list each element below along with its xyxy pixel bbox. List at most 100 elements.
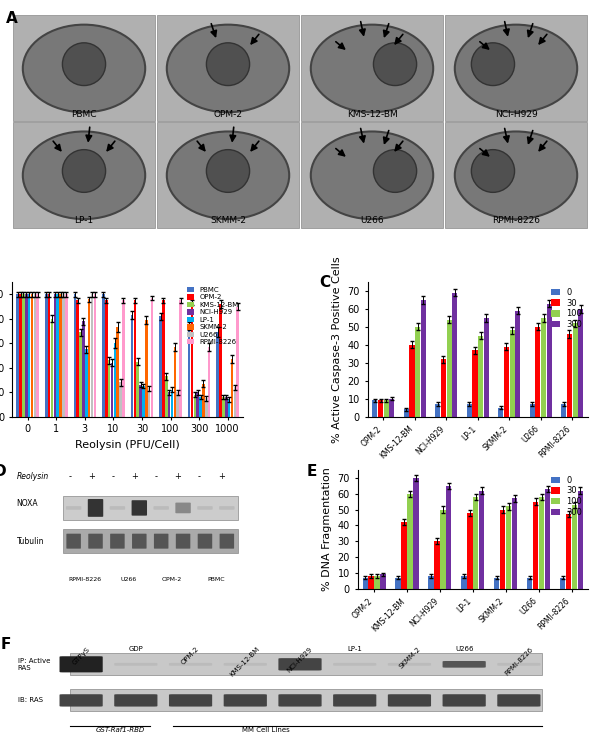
Bar [378,400,383,417]
Bar [374,576,380,589]
FancyBboxPatch shape [220,534,234,549]
Text: C: C [319,275,330,290]
Bar [446,320,452,417]
Bar [383,400,389,417]
Bar [22,294,25,417]
Bar [506,506,511,589]
FancyBboxPatch shape [70,690,542,711]
Text: KMS-12-BM: KMS-12-BM [347,110,397,119]
Bar [31,294,33,417]
Bar [467,513,473,589]
Legend: PBMC, OPM-2, KMS-12-BM, NCI-H929, LP-1, SKMM-2, U266, RPMI-8226: PBMC, OPM-2, KMS-12-BM, NCI-H929, LP-1, … [185,286,240,347]
Bar [509,330,515,417]
FancyBboxPatch shape [59,694,103,707]
Bar [500,510,505,589]
Bar [407,493,413,589]
FancyBboxPatch shape [110,506,125,510]
Ellipse shape [167,25,289,112]
Bar [401,522,407,589]
Text: Tubulin: Tubulin [17,537,44,546]
Bar [208,347,211,417]
Legend: 0, 30, 100, 300: 0, 30, 100, 300 [550,287,584,331]
FancyBboxPatch shape [169,694,212,707]
Text: RPMI-8226: RPMI-8226 [503,646,534,676]
Text: SKMM-2: SKMM-2 [398,646,421,670]
FancyBboxPatch shape [219,506,235,510]
Ellipse shape [373,43,416,86]
FancyBboxPatch shape [388,694,431,707]
Text: LP-1: LP-1 [74,217,94,226]
Bar [362,578,368,589]
Ellipse shape [311,132,433,219]
Bar [421,300,426,417]
Bar [191,303,193,417]
Text: -: - [68,472,71,481]
Text: IP: Active
RAS: IP: Active RAS [18,658,50,671]
Text: MM Cell Lines: MM Cell Lines [242,727,290,733]
Bar [88,299,91,417]
FancyBboxPatch shape [154,506,169,510]
Bar [119,382,122,417]
Y-axis label: % DNA Fragmentation: % DNA Fragmentation [322,467,332,591]
Bar [441,359,446,417]
Bar [473,497,478,589]
Text: OPM-2: OPM-2 [181,646,200,666]
Ellipse shape [62,150,106,193]
FancyBboxPatch shape [157,123,299,229]
Bar [233,387,236,417]
Bar [199,397,202,417]
Bar [136,362,139,417]
Bar [145,320,148,417]
Text: U266: U266 [120,577,136,581]
FancyBboxPatch shape [443,661,486,668]
Text: RPMI-8226: RPMI-8226 [68,577,101,581]
FancyBboxPatch shape [224,694,267,707]
Bar [219,304,222,417]
Bar [202,384,205,417]
Text: +: + [88,472,95,481]
FancyBboxPatch shape [278,658,322,671]
Bar [59,294,62,417]
Bar [28,294,31,417]
Ellipse shape [167,132,289,219]
Bar [504,347,509,417]
FancyBboxPatch shape [70,653,542,675]
Ellipse shape [455,132,577,219]
FancyBboxPatch shape [13,16,155,121]
Bar [19,294,22,417]
FancyBboxPatch shape [110,534,125,549]
FancyBboxPatch shape [154,534,169,549]
Bar [572,505,577,589]
Bar [409,345,415,417]
Text: OPM-2: OPM-2 [214,110,242,119]
Ellipse shape [23,25,145,112]
Bar [461,576,467,589]
Bar [566,514,571,589]
Text: A: A [6,11,18,26]
Bar [368,576,374,589]
Bar [434,541,440,589]
Bar [16,294,19,417]
Bar [179,300,182,417]
FancyBboxPatch shape [114,694,157,707]
Bar [236,307,239,417]
Bar [108,360,110,417]
Text: NOXA: NOXA [17,499,38,508]
Bar [452,293,457,417]
Bar [74,294,76,417]
Bar [541,318,546,417]
Text: PBMC: PBMC [207,577,225,581]
Bar [545,489,550,589]
FancyBboxPatch shape [66,506,82,510]
Text: -: - [155,472,158,481]
Bar [561,404,566,417]
FancyBboxPatch shape [157,16,299,121]
Bar [134,300,136,417]
Text: +: + [218,472,224,481]
Bar [162,300,164,417]
Bar [139,385,142,417]
Bar [435,404,440,417]
FancyBboxPatch shape [443,694,486,707]
Bar [222,397,224,417]
FancyBboxPatch shape [114,663,157,666]
